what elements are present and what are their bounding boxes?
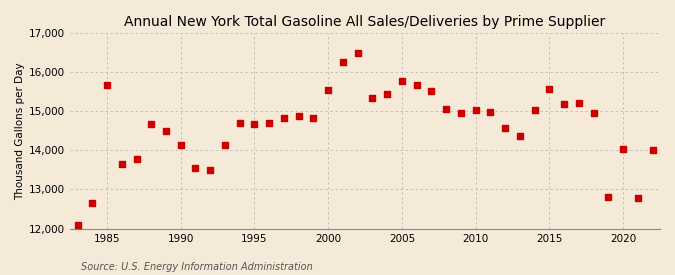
Point xyxy=(190,165,201,170)
Point xyxy=(279,116,290,120)
Point xyxy=(485,109,496,114)
Point xyxy=(146,122,157,126)
Point xyxy=(116,162,127,166)
Point xyxy=(470,108,481,113)
Point xyxy=(588,111,599,116)
Point xyxy=(294,114,304,118)
Title: Annual New York Total Gasoline All Sales/Deliveries by Prime Supplier: Annual New York Total Gasoline All Sales… xyxy=(124,15,605,29)
Point xyxy=(72,222,83,227)
Point xyxy=(338,59,348,64)
Point xyxy=(426,89,437,94)
Point xyxy=(441,107,452,111)
Point xyxy=(559,102,570,106)
Point xyxy=(131,157,142,161)
Point xyxy=(382,91,393,96)
Text: Source: U.S. Energy Information Administration: Source: U.S. Energy Information Administ… xyxy=(81,262,313,272)
Point xyxy=(249,122,260,126)
Point xyxy=(647,148,658,153)
Point xyxy=(352,50,363,55)
Point xyxy=(234,121,245,125)
Point xyxy=(176,143,186,147)
Point xyxy=(529,108,540,112)
Point xyxy=(308,116,319,120)
Point xyxy=(205,168,215,172)
Point xyxy=(574,100,585,105)
Point xyxy=(500,126,510,131)
Point xyxy=(618,147,628,151)
Point xyxy=(161,129,171,133)
Point xyxy=(367,95,378,100)
Y-axis label: Thousand Gallons per Day: Thousand Gallons per Day xyxy=(15,62,25,200)
Point xyxy=(603,195,614,199)
Point xyxy=(632,196,643,200)
Point xyxy=(396,78,407,83)
Point xyxy=(219,143,230,147)
Point xyxy=(544,87,555,92)
Point xyxy=(102,82,113,87)
Point xyxy=(87,201,98,205)
Point xyxy=(456,111,466,116)
Point xyxy=(323,88,333,93)
Point xyxy=(514,134,525,138)
Point xyxy=(264,121,275,125)
Point xyxy=(411,82,422,87)
